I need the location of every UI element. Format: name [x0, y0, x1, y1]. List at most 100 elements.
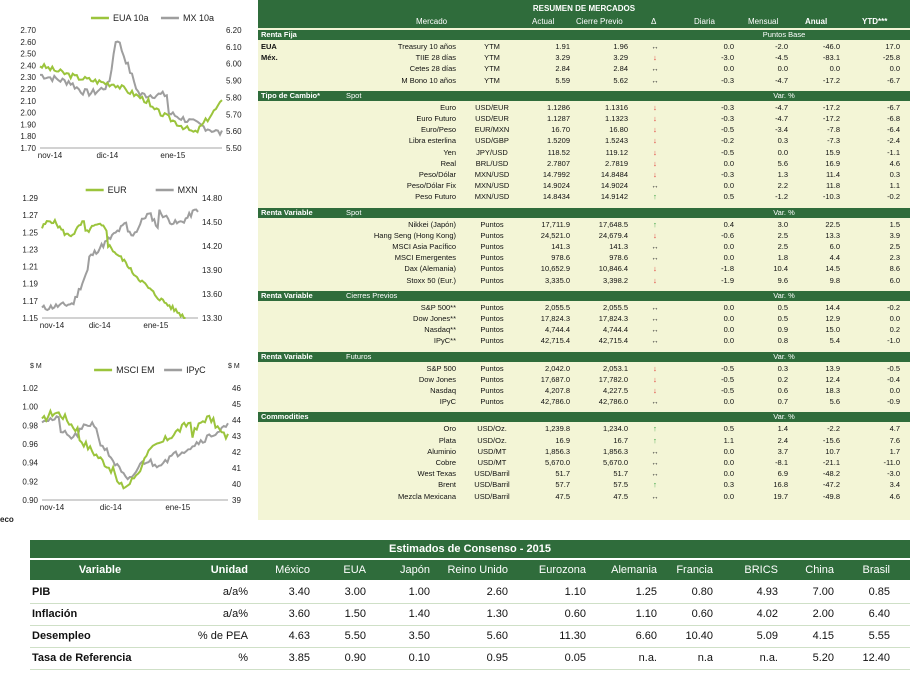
cell-a: -7.8 [827, 125, 840, 135]
cell-d: -3.0 [721, 53, 734, 63]
consensus-row: PIB a/a% 3.40 3.00 1.00 2.60 1.10 1.25 0.80 4.93 7… [30, 582, 910, 604]
cell-a: 12.4 [825, 374, 840, 384]
series-eua10a-line [39, 62, 223, 134]
cell-actual: 16.9 [555, 435, 570, 445]
cell-a: 0.0 [829, 64, 840, 74]
right-tick-label: 44 [232, 416, 241, 425]
consensus-cell: 2.60 [486, 586, 508, 598]
cell-d: -0.3 [721, 170, 734, 179]
cell-m: 19.7 [773, 491, 788, 501]
left-tick-label: 2.30 [20, 73, 36, 82]
cell-name: Plata [438, 435, 456, 445]
cell-name: Euro Futuro [416, 114, 456, 123]
cell-unit: USD/Oz. [477, 424, 507, 434]
cell-y: 0.0 [889, 386, 900, 395]
section-name: Renta Variable [261, 207, 313, 217]
x-tick-label: nov-14 [40, 503, 65, 512]
market-row: Nasdaq Puntos 4,207.8 4,227.5 -0.5 0.6 18.3 0.0… [258, 385, 910, 396]
consensus-cell: 0.60 [691, 608, 713, 620]
cell-m: -4.7 [775, 114, 788, 123]
cell-actual: 16.70 [551, 125, 570, 135]
cell-y: 17.0 [885, 42, 900, 51]
cell-a: 22.5 [825, 219, 840, 229]
cell-d: -0.5 [721, 363, 734, 373]
consensus-variable: Inflación [32, 608, 78, 620]
cell-actual: 17,824.3 [540, 314, 570, 323]
cell-m: 1.3 [777, 170, 788, 179]
cell-m: 0.9 [777, 325, 788, 335]
cell-unit: Puntos [480, 253, 504, 263]
market-row: Euro USD/EUR 1.1286 1.1316 -0.3 -4.7 -17.2 -6.7… [258, 102, 910, 113]
cell-unit: Puntos [480, 386, 504, 395]
consensus-cell: 1.40 [408, 608, 430, 620]
cell-unit: Puntos [480, 242, 504, 251]
cell-unit: Puntos [480, 314, 504, 323]
cell-m: 2.5 [777, 230, 788, 240]
market-row: Peso/Dólar Fix MXN/USD 14.9024 14.9024 0.0 2.… [258, 180, 910, 191]
cell-name: Treasury 10 años [397, 42, 456, 51]
cell-y: 3.9 [889, 230, 900, 240]
left-tick-label: 2.70 [20, 26, 36, 35]
section-unit: Var. % [773, 351, 795, 361]
cell-unit: YTM [484, 53, 500, 63]
cell-name: Euro/Peso [420, 125, 456, 135]
left-tick-label: 1.02 [22, 384, 38, 393]
left-tick-label: 1.00 [22, 403, 38, 412]
cell-prev: 1.5243 [605, 136, 628, 146]
arrow-flat-icon: ↔ [651, 336, 659, 346]
cell-a: 14.5 [825, 264, 840, 274]
section-unit: Puntos Base [762, 30, 806, 39]
arrow-flat-icon: ↔ [651, 491, 659, 501]
cell-y: -11.0 [883, 458, 900, 467]
market-row: Plata USD/Oz. 16.9 16.7 1.1 2.4 -15.6 7.6 ↑ [258, 435, 910, 446]
consensus-cell: n.a. [638, 652, 657, 664]
consensus-cell: 1.30 [486, 608, 508, 620]
cell-d: -0.2 [721, 136, 734, 146]
cell-actual: 1,239.8 [544, 424, 570, 434]
arrow-flat-icon: ↔ [651, 253, 659, 263]
consensus-cell: 4.15 [812, 630, 834, 642]
consensus-cell: 1.25 [635, 586, 657, 598]
cell-m: 3.7 [777, 446, 788, 456]
consensus-row: Desempleo % de PEA 4.63 5.50 3.50 5.60 11.30 6.… [30, 626, 910, 648]
cell-a: 9.8 [829, 275, 840, 285]
cell-m: 3.0 [777, 219, 788, 229]
cell-a: -49.8 [822, 491, 840, 501]
right-tick-label: 6.10 [226, 43, 242, 52]
market-row: Euro Futuro USD/EUR 1.1287 1.1323 -0.3 -4.7 -1… [258, 113, 910, 124]
left-tick-label: 1.70 [20, 144, 36, 153]
cell-y: -0.2 [887, 192, 900, 202]
cell-actual: 14.8434 [542, 192, 570, 202]
market-row: Nasdaq** Puntos 4,744.4 4,744.4 0.0 0.9 15.0 0.… [258, 324, 910, 335]
cell-d: -0.5 [721, 374, 734, 384]
cell-m: 0.0 [777, 147, 788, 157]
market-row: Stoxx 50 (Eur.) Puntos 3,335.0 3,398.2 -1.9 9… [258, 275, 910, 286]
cell-y: 2.3 [889, 253, 900, 263]
cell-unit: BRL/USD [475, 158, 509, 168]
cell-d: 1.1 [723, 435, 734, 445]
cell-d: -0.3 [721, 75, 734, 85]
consensus-cell: n.a. [759, 652, 778, 664]
market-row: MSCI Asia Pacífico Puntos 141.3 141.3 0.0 2.5… [258, 241, 910, 252]
right-tick-label: 13.30 [202, 314, 223, 323]
right-tick-label: 45 [232, 400, 241, 409]
consensus-col-header: EUA [343, 564, 366, 576]
cell-actual: 1.91 [555, 42, 570, 51]
cell-m: 0.7 [777, 397, 788, 407]
cell-actual: 2,055.5 [544, 302, 570, 312]
consensus-title: Estimados de Consenso - 2015 [30, 540, 910, 558]
cell-prev: 2.84 [613, 64, 628, 74]
market-row: Mezcla Mexicana USD/Barril 47.5 47.5 0.0 19.7… [258, 491, 910, 502]
market-row: S&P 500** Puntos 2,055.5 2,055.5 0.0 0.5 14.4 -… [258, 302, 910, 313]
market-row: Cetes 28 días YTM 2.84 2.84 0.0 0.0 0.0 0.0 ↔ [258, 63, 910, 74]
cell-a: 4.4 [829, 253, 840, 263]
consensus-col-header: BRICS [744, 564, 778, 576]
section-subtitle: Spot [346, 207, 362, 217]
cell-prev: 978.6 [609, 253, 628, 263]
cell-d: 0.0 [723, 314, 734, 323]
section-subtitle: Spot [346, 90, 362, 100]
cell-actual: 47.5 [555, 491, 570, 501]
cell-y: 4.6 [889, 491, 900, 501]
cell-a: 10.7 [825, 446, 840, 456]
arrow-flat-icon: ↔ [651, 75, 659, 85]
